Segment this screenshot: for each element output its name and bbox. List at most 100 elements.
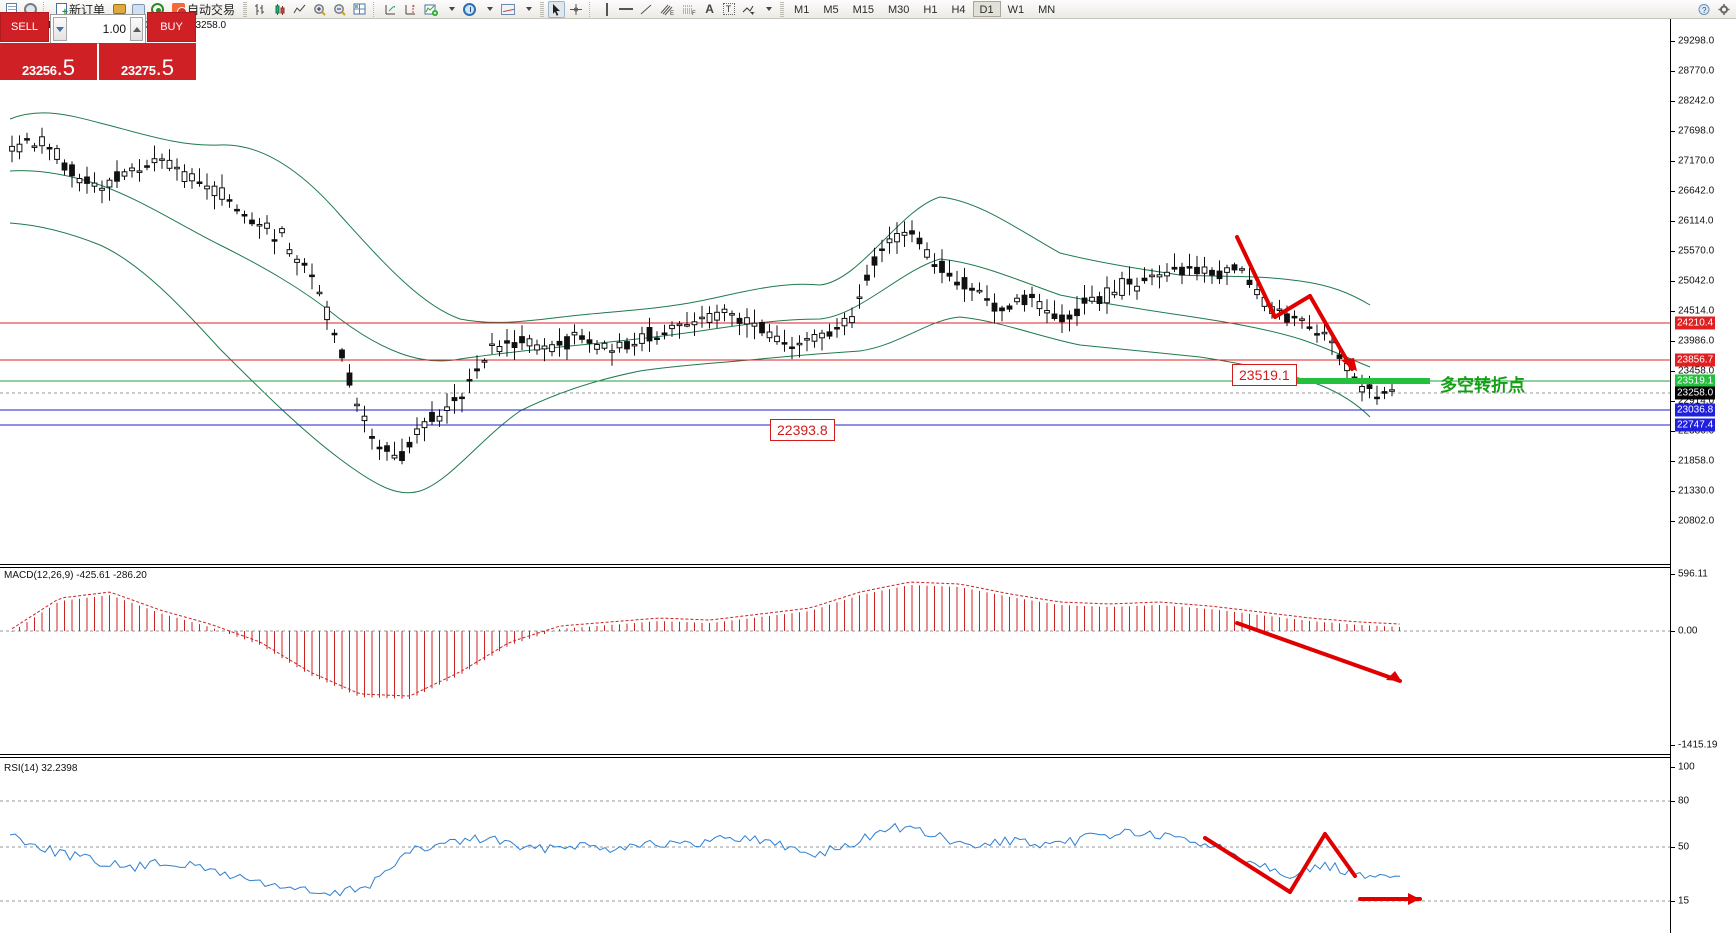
toolbar-grip[interactable] (540, 1, 545, 17)
price-level-badge-last-price[interactable]: 23258.0 (1675, 386, 1716, 400)
cursor-tool-icon[interactable] (548, 0, 566, 18)
svg-text:?: ? (1702, 6, 1707, 15)
support-price-flag[interactable]: 22393.8 (770, 419, 835, 441)
trendline-tool-icon[interactable] (637, 1, 655, 18)
auto-scroll-icon[interactable] (382, 1, 400, 18)
vertical-line-tool-icon[interactable] (598, 1, 615, 18)
sell-price[interactable]: 23256.5 (0, 43, 97, 80)
svg-text:E: E (670, 11, 674, 16)
fibonacci-tool-icon[interactable]: F (679, 1, 699, 18)
indicators-icon[interactable] (422, 1, 440, 18)
rsi-pane[interactable]: RSI(14) 32.2398 (0, 763, 1670, 932)
settings-icon[interactable] (1715, 1, 1733, 18)
candlestick-chart-icon[interactable] (271, 1, 289, 18)
pane-divider-1 (0, 564, 1670, 565)
macd-canvas (0, 581, 1670, 699)
timeframe-m15[interactable]: M15 (852, 4, 874, 16)
period-icon[interactable] (461, 1, 478, 18)
pane-divider-2 (0, 754, 1670, 755)
bar-chart-icon[interactable] (251, 1, 269, 18)
templates-icon[interactable] (499, 1, 517, 18)
macd-label: MACD(12,26,9) -425.61 -286.20 (4, 570, 147, 581)
timeframe-h1[interactable]: H1 (923, 4, 938, 16)
timeframe-mn[interactable]: MN (1038, 4, 1056, 16)
pivot-note-label: 多空转折点 (1440, 376, 1525, 395)
indicators-dropdown-icon[interactable] (442, 1, 459, 18)
price-axis[interactable]: 29298.0 28770.0 28242.0 27698.0 27170.0 26642… (1670, 19, 1736, 933)
rsi-arrow-head (1408, 893, 1420, 905)
label-tool-icon[interactable]: T (720, 1, 737, 18)
templates-dropdown-icon[interactable] (519, 1, 536, 18)
auto-trading-label: 自动交易 (187, 2, 236, 17)
rsi-axis-tick (1671, 847, 1675, 848)
price-axis-tick (1671, 281, 1675, 282)
new-order-label: 新订单 (69, 2, 106, 17)
period-dropdown-icon[interactable] (480, 1, 497, 18)
macd-axis-tick (1671, 574, 1675, 575)
timeframe-d1[interactable]: D1 (972, 1, 1001, 17)
rsi-axis-tick (1671, 801, 1675, 802)
price-axis-tick (1671, 131, 1675, 132)
objects-dropdown-icon[interactable] (759, 1, 776, 18)
price-pane[interactable]: 22393.8 23519.1 多空转折点 (0, 19, 1670, 560)
volume-dropdown-icon[interactable] (53, 17, 67, 41)
volume-stepper-up-icon[interactable] (130, 17, 143, 41)
price-level-badge-support[interactable]: 22747.4 (1675, 418, 1716, 432)
price-axis-label: 25042.0 (1678, 275, 1715, 287)
volume-field[interactable]: 1.00 (50, 14, 146, 44)
zoom-in-icon[interactable] (311, 1, 329, 18)
rsi-axis-label: 15 (1678, 895, 1690, 907)
price-axis-tick (1671, 461, 1675, 462)
macd-axis-label: 596.11 (1678, 568, 1708, 580)
price-axis-label: 24514.0 (1678, 305, 1715, 317)
line-chart-icon[interactable] (291, 1, 309, 18)
price-level-badge-resistance[interactable]: 24210.4 (1675, 316, 1716, 330)
rsi-axis-label: 80 (1678, 795, 1690, 807)
market-watch-icon[interactable] (111, 1, 128, 18)
sell-button[interactable]: SELL (0, 12, 49, 42)
price-level-badge-pivot[interactable]: 23519.1 (1675, 374, 1716, 388)
price-axis-label: 21858.0 (1678, 455, 1715, 467)
volume-value[interactable]: 1.00 (102, 22, 126, 36)
chart-grid-icon[interactable] (351, 1, 369, 18)
price-level-badge-support[interactable]: 23036.8 (1675, 403, 1716, 417)
timeframe-m5[interactable]: M5 (823, 4, 839, 16)
price-level-badge-resistance[interactable]: 23856.7 (1675, 353, 1716, 367)
timeframe-m1[interactable]: M1 (794, 4, 810, 16)
toolbar-grip[interactable] (243, 1, 248, 17)
crosshair-tool-icon[interactable] (567, 1, 585, 18)
timeframe-m30[interactable]: M30 (888, 4, 910, 16)
macd-pane[interactable]: MACD(12,26,9) -425.61 -286.20 (0, 570, 1670, 746)
rsi-trend-arrows (1203, 832, 1422, 901)
timeframe-h4[interactable]: H4 (951, 4, 966, 16)
chart-area[interactable]: HK50-,Daily 23571.0 23580.0 23193.5 2325… (0, 19, 1736, 933)
pivot-price-flag[interactable]: 23519.1 (1232, 364, 1297, 386)
price-axis-tick (1671, 401, 1675, 402)
price-axis-label: 25570.0 (1678, 245, 1715, 257)
toolbar-separator (373, 1, 378, 17)
horizontal-line-tool-icon[interactable] (617, 1, 635, 18)
price-axis-label: 28770.0 (1678, 65, 1715, 77)
text-tool-icon[interactable]: A (705, 1, 714, 16)
toolbar-separator (43, 1, 48, 17)
price-chart-canvas (0, 112, 1670, 494)
timeframe-w1[interactable]: W1 (1007, 4, 1025, 16)
equidistant-channel-tool-icon[interactable]: E (657, 1, 677, 18)
price-axis-label: 22914.0 (1678, 395, 1715, 407)
price-axis-label: 26642.0 (1678, 185, 1715, 197)
macd-trend-arrow (1235, 621, 1402, 683)
price-axis-tick (1671, 41, 1675, 42)
chart-shift-icon[interactable] (402, 1, 420, 18)
buy-price[interactable]: 23275.5 (99, 43, 196, 80)
objects-list-icon[interactable] (739, 1, 757, 18)
toolbar-grip[interactable] (780, 1, 785, 17)
buy-button[interactable]: BUY (147, 12, 196, 42)
macd-arrow-head (1386, 671, 1402, 682)
price-axis-tick (1671, 71, 1675, 72)
price-axis-label: 20802.0 (1678, 515, 1715, 527)
help-icon[interactable]: ? (1695, 1, 1713, 18)
zoom-out-icon[interactable] (331, 1, 349, 18)
one-click-trading-panel[interactable]: SELL 1.00 BUY 23256.5 23275.5 (0, 12, 196, 92)
price-axis-label: 28242.0 (1678, 95, 1715, 107)
price-axis-tick (1671, 341, 1675, 342)
